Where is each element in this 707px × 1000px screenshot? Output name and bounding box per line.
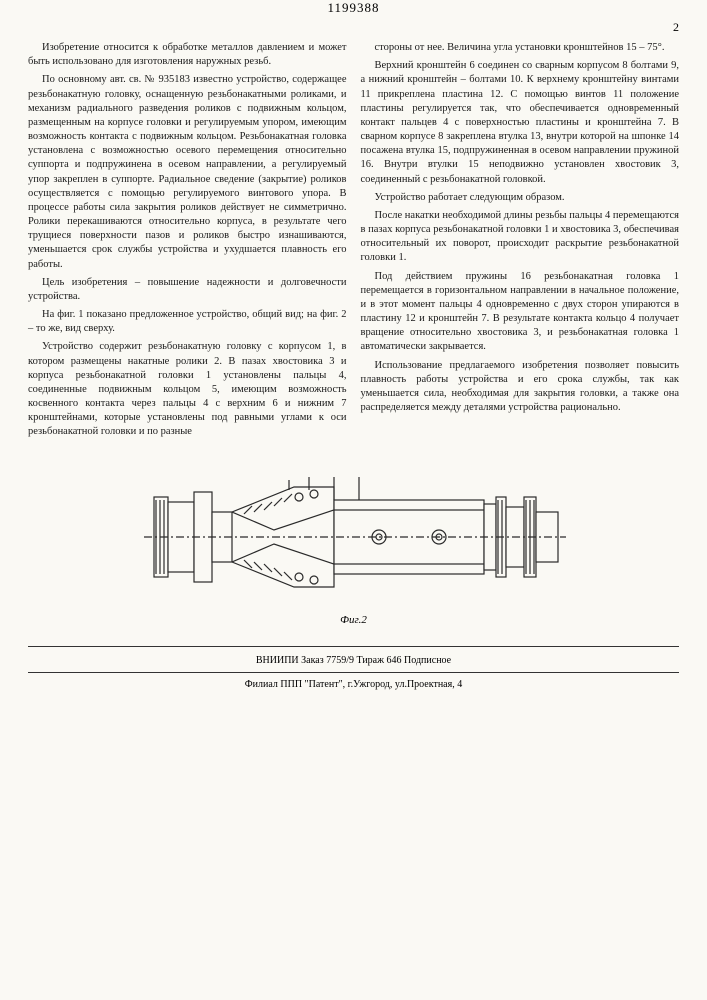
text-columns: Изобретение относится к обработке металл… — [28, 41, 679, 444]
figure-area: Фиг.2 — [28, 462, 679, 626]
para: По основному авт. св. № 935183 известно … — [28, 73, 347, 271]
para: Изобретение относится к обработке металл… — [28, 41, 347, 69]
para: Использование предлагаемого изобретения … — [361, 359, 680, 416]
patent-number: 1199388 — [327, 0, 379, 16]
para: Устройство содержит резьбонакатную голов… — [28, 340, 347, 439]
para: стороны от нее. Величина угла установки … — [361, 41, 680, 55]
para: Верхний кронштейн 6 соединен со сварным … — [361, 59, 680, 187]
page-num-right: 2 — [673, 20, 679, 35]
para: Устройство работает следующим образом. — [361, 191, 680, 205]
footer-line-2: Филиал ППП "Патент", г.Ужгород, ул.Проек… — [28, 679, 679, 690]
page: 1199388 2 Изобретение относится к обрабо… — [0, 0, 707, 1000]
page-numbers: 1199388 2 — [28, 20, 679, 35]
figure-label: Фиг.2 — [28, 614, 679, 626]
para: Под действием пружины 16 резьбонакатная … — [361, 270, 680, 355]
para: На фиг. 1 показано предложенное устройст… — [28, 308, 347, 336]
footer: ВНИИПИ Заказ 7759/9 Тираж 646 Подписное … — [28, 646, 679, 690]
figure-2-drawing — [134, 462, 574, 612]
footer-line-1: ВНИИПИ Заказ 7759/9 Тираж 646 Подписное — [28, 655, 679, 666]
left-column: Изобретение относится к обработке металл… — [28, 41, 347, 444]
para: После накатки необходимой длины резьбы п… — [361, 209, 680, 266]
right-column: стороны от нее. Величина угла установки … — [361, 41, 680, 444]
para: Цель изобретения – повышение надежности … — [28, 276, 347, 304]
